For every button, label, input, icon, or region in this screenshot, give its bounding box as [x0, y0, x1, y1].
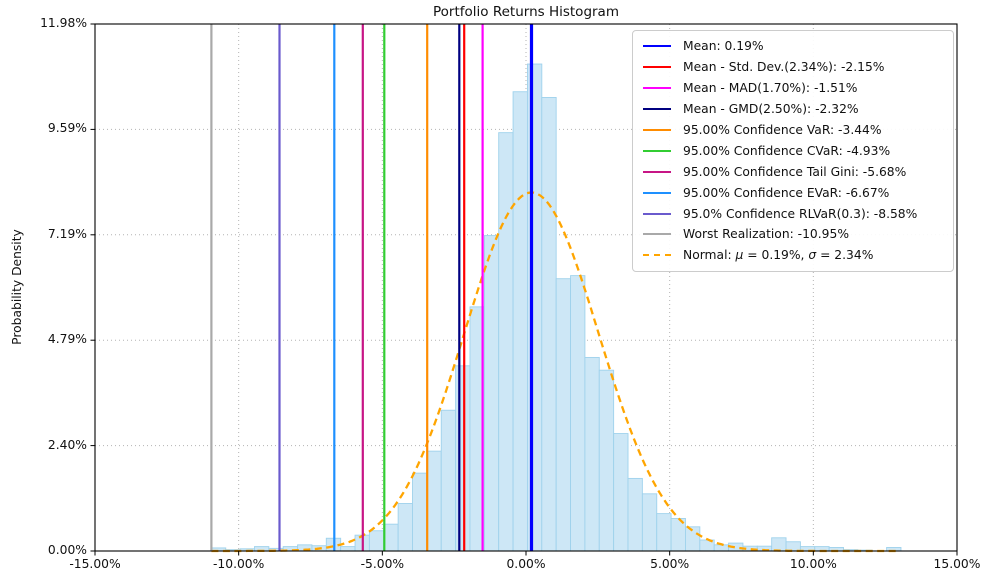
legend-swatch-normal: [643, 254, 671, 257]
legend-label-worst: Worst Realization: -10.95%: [683, 227, 850, 242]
y-tick-label: 4.79%: [47, 332, 87, 347]
histogram-bar: [656, 513, 672, 552]
y-tick-label: 7.19%: [47, 226, 87, 241]
legend-item-evar: 95.00% Confidence EVaR: -6.67%: [641, 182, 945, 203]
histogram-bar: [383, 523, 399, 552]
legend-item-mean: Mean: 0.19%: [641, 36, 945, 57]
legend-swatch-cvar: [643, 149, 671, 152]
legend-item-var: 95.00% Confidence VaR: -3.44%: [641, 120, 945, 141]
histogram-bar: [541, 97, 557, 552]
histogram-bar: [713, 544, 730, 552]
legend-swatch-tail-gini: [643, 170, 671, 173]
histogram-bar: [526, 63, 543, 552]
histogram-bar: [440, 409, 457, 552]
legend-swatch-mean: [643, 45, 671, 48]
histogram-bar: [685, 526, 701, 552]
histogram-bar: [785, 541, 801, 552]
legend-label-evar: 95.00% Confidence EVaR: -6.67%: [683, 185, 890, 200]
x-tick-label: 0.00%: [506, 557, 546, 571]
legend-label-tail-gini: 95.00% Confidence Tail Gini: -5.68%: [683, 164, 907, 179]
legend-swatch-mean-minus-mad: [643, 87, 671, 90]
histogram-bar: [627, 477, 643, 552]
histogram-bar: [426, 450, 442, 552]
legend-item-mean-minus-mad: Mean - MAD(1.70%): -1.51%: [641, 78, 945, 99]
histogram-bar: [455, 365, 471, 552]
legend-item-rlvar: 95.0% Confidence RLVaR(0.3): -8.58%: [641, 203, 945, 224]
x-tick-label: -15.00%: [69, 557, 121, 571]
legend-swatch-var: [643, 129, 671, 131]
legend-label-var: 95.00% Confidence VaR: -3.44%: [683, 123, 882, 137]
x-tick-label: 10.00%: [789, 557, 837, 571]
legend-item-cvar: 95.00% Confidence CVaR: -4.93%: [641, 140, 945, 161]
histogram-bar: [498, 132, 514, 552]
legend-swatch-evar: [643, 191, 671, 194]
y-tick-label: 11.98%: [40, 16, 87, 30]
legend-label-cvar: 95.00% Confidence CVaR: -4.93%: [683, 143, 891, 158]
legend-item-normal: Normal: μ = 0.19%, σ = 2.34%: [641, 245, 945, 266]
histogram-bar: [340, 546, 356, 552]
legend-swatch-worst: [643, 233, 671, 236]
legend-label-mean-minus-std: Mean - Std. Dev.(2.34%): -2.15%: [683, 60, 885, 75]
legend-swatch-mean-minus-std: [643, 66, 671, 69]
histogram-bar: [613, 433, 629, 552]
histogram-bar: [771, 537, 787, 552]
legend-item-mean-minus-gmd: Mean - GMD(2.50%): -2.32%: [641, 99, 945, 120]
x-tick-label: -5.00%: [360, 557, 405, 571]
histogram-bar: [412, 472, 428, 552]
legend-swatch-rlvar: [643, 212, 671, 215]
y-tick-label: 2.40%: [47, 437, 87, 452]
histogram-bar: [570, 275, 586, 552]
legend-label-mean-minus-gmd: Mean - GMD(2.50%): -2.32%: [683, 102, 859, 117]
legend-label-mean: Mean: 0.19%: [683, 39, 764, 54]
legend-item-worst: Worst Realization: -10.95%: [641, 224, 945, 245]
legend-label-mean-minus-mad: Mean - MAD(1.70%): -1.51%: [683, 81, 858, 96]
histogram-bar: [512, 91, 528, 552]
histogram-bar: [555, 278, 571, 552]
y-tick-label: 0.00%: [47, 543, 87, 557]
legend: Mean: 0.19% Mean - Std. Dev.(2.34%): -2.1…: [632, 30, 954, 272]
legend-swatch-mean-minus-gmd: [643, 108, 671, 111]
legend-item-tail-gini: 95.00% Confidence Tail Gini: -5.68%: [641, 161, 945, 182]
histogram-bar: [584, 356, 600, 552]
x-tick-label: 15.00%: [933, 557, 981, 571]
y-tick-label: 9.59%: [47, 121, 87, 136]
legend-item-mean-minus-std: Mean - Std. Dev.(2.34%): -2.15%: [641, 57, 945, 78]
legend-label-normal: Normal: μ = 0.19%, σ = 2.34%: [683, 248, 874, 263]
legend-label-rlvar: 95.0% Confidence RLVaR(0.3): -8.58%: [683, 206, 918, 221]
chart-title: Portfolio Returns Histogram: [433, 4, 619, 20]
x-tick-label: -10.00%: [212, 557, 265, 571]
histogram-bar: [368, 530, 385, 552]
histogram-bar: [641, 493, 658, 552]
histogram-bar: [397, 503, 413, 552]
histogram-bar: [598, 369, 615, 552]
x-tick-label: 5.00%: [650, 557, 690, 571]
normal-curve: [211, 191, 897, 553]
histogram-bar: [483, 235, 500, 552]
